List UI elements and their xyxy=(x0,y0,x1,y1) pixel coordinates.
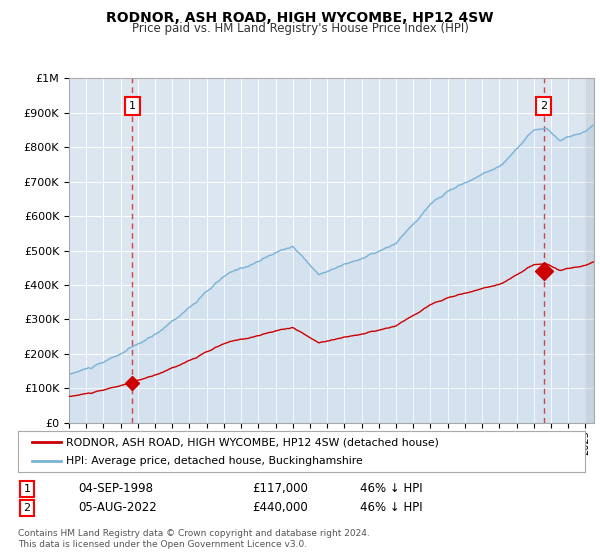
Text: HPI: Average price, detached house, Buckinghamshire: HPI: Average price, detached house, Buck… xyxy=(66,456,363,466)
Text: 04-SEP-1998: 04-SEP-1998 xyxy=(78,482,153,496)
Bar xyxy=(586,78,594,423)
Text: Price paid vs. HM Land Registry's House Price Index (HPI): Price paid vs. HM Land Registry's House … xyxy=(131,22,469,35)
Text: RODNOR, ASH ROAD, HIGH WYCOMBE, HP12 4SW: RODNOR, ASH ROAD, HIGH WYCOMBE, HP12 4SW xyxy=(106,11,494,25)
Text: £117,000: £117,000 xyxy=(252,482,308,496)
Text: 2: 2 xyxy=(540,101,547,111)
Text: 46% ↓ HPI: 46% ↓ HPI xyxy=(360,482,422,496)
Text: 1: 1 xyxy=(128,101,136,111)
Text: 05-AUG-2022: 05-AUG-2022 xyxy=(78,501,157,515)
Text: 2: 2 xyxy=(23,503,31,513)
Text: 46% ↓ HPI: 46% ↓ HPI xyxy=(360,501,422,515)
Text: RODNOR, ASH ROAD, HIGH WYCOMBE, HP12 4SW (detached house): RODNOR, ASH ROAD, HIGH WYCOMBE, HP12 4SW… xyxy=(66,437,439,447)
Text: 1: 1 xyxy=(23,484,31,494)
Text: Contains HM Land Registry data © Crown copyright and database right 2024.
This d: Contains HM Land Registry data © Crown c… xyxy=(18,529,370,549)
Text: £440,000: £440,000 xyxy=(252,501,308,515)
